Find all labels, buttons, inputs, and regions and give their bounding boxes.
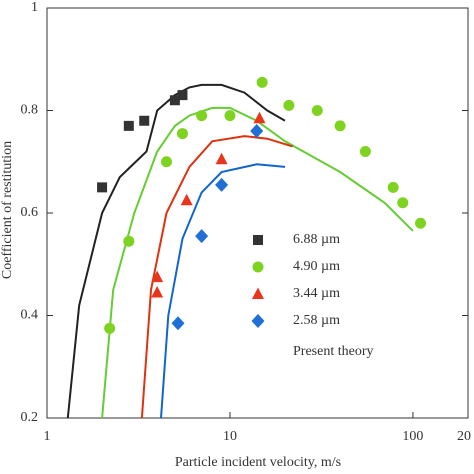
marker-diamond — [251, 314, 265, 328]
marker-triangle — [253, 111, 266, 124]
x-tick-label: 100 — [402, 429, 423, 444]
y-tick-label: 0.4 — [21, 308, 39, 323]
marker-circle — [252, 261, 264, 273]
y-tick-label: 0.8 — [21, 103, 39, 118]
marker-triangle — [252, 287, 264, 299]
marker-square — [169, 95, 180, 106]
marker-square — [253, 235, 263, 245]
marker-triangle — [151, 285, 164, 298]
marker-diamond — [250, 124, 264, 138]
x-tick-label: 10 — [223, 429, 237, 444]
x-axis-label: Particle incident velocity, m/s — [175, 455, 341, 470]
marker-circle — [123, 235, 135, 247]
plot-frame — [46, 7, 469, 419]
marker-triangle — [180, 193, 193, 206]
legend-label: Present theory — [293, 344, 373, 359]
marker-circle — [397, 197, 409, 209]
marker-circle — [224, 110, 236, 122]
marker-circle — [283, 99, 295, 111]
marker-circle — [176, 128, 188, 140]
marker-square — [139, 115, 150, 126]
marker-diamond — [195, 229, 209, 244]
theory-curve — [160, 163, 286, 419]
y-tick-label: 1 — [31, 0, 38, 15]
marker-circle — [104, 322, 116, 334]
marker-circle — [256, 76, 268, 88]
marker-square — [97, 182, 108, 193]
legend-label: 6.88 µm — [293, 232, 340, 247]
marker-circle — [387, 181, 399, 193]
marker-circle — [311, 105, 323, 116]
marker-diamond — [171, 316, 185, 331]
x-tick-label: 1 — [44, 429, 51, 444]
legend-label: 2.58 µm — [293, 313, 340, 328]
marker-circle — [359, 146, 371, 157]
marker-triangle — [215, 152, 228, 165]
y-axis-label: Coefficient of restitution — [0, 141, 15, 279]
y-tick-label: 0.2 — [21, 410, 39, 425]
legend-label: 3.44 µm — [293, 286, 340, 301]
marker-circle — [334, 120, 346, 132]
theory-curve — [101, 106, 414, 419]
marker-square — [123, 120, 134, 131]
marker-square — [177, 90, 188, 101]
legend-label: 4.90 µm — [293, 259, 340, 274]
marker-circle — [414, 217, 426, 229]
y-tick-label: 0.6 — [21, 205, 39, 220]
marker-circle — [161, 156, 173, 168]
marker-circle — [196, 110, 208, 122]
theory-curve — [66, 83, 286, 419]
x-tick-label: 20 — [457, 429, 471, 444]
marker-triangle — [151, 270, 164, 283]
marker-diamond — [215, 177, 229, 192]
theory-curve — [140, 135, 293, 419]
